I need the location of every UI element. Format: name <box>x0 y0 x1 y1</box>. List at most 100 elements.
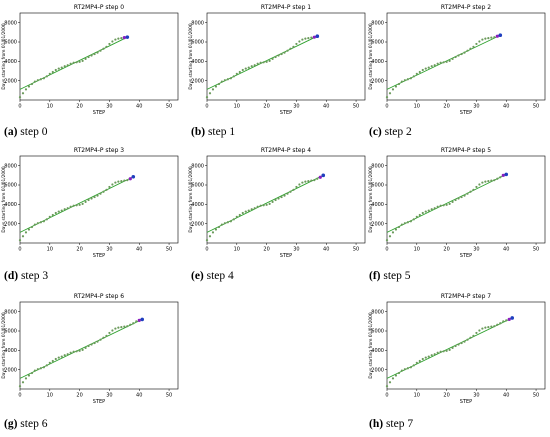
data-point <box>27 228 31 231</box>
data-point <box>45 364 48 367</box>
x-axis-label: STEP <box>280 110 292 116</box>
data-point <box>493 325 496 328</box>
data-point <box>39 78 42 81</box>
y-axis-label: Days starting from 01/01/2000 <box>368 166 374 233</box>
data-point <box>117 37 120 40</box>
data-point <box>427 66 430 69</box>
chart-title: RT2MP4-P step 1 <box>261 4 311 11</box>
data-point <box>286 49 289 52</box>
x-tick-label: 30 <box>106 247 112 253</box>
data-point <box>400 80 404 83</box>
data-point <box>412 218 415 221</box>
data-point <box>205 96 209 99</box>
data-point <box>457 197 460 200</box>
x-tick-label: 0 <box>18 393 21 399</box>
data-point <box>298 40 301 43</box>
data-point <box>433 64 436 67</box>
data-point <box>478 183 481 186</box>
data-point <box>484 37 487 40</box>
data-point <box>481 38 484 41</box>
data-point <box>418 213 421 217</box>
data-point <box>406 367 409 370</box>
x-axis-label: STEP <box>93 399 105 405</box>
data-point <box>466 192 469 195</box>
data-point <box>463 51 466 54</box>
data-point <box>499 176 502 179</box>
data-point <box>487 326 490 329</box>
data-point-latest <box>321 173 326 178</box>
data-point <box>51 359 54 363</box>
data-point <box>223 79 226 82</box>
data-point <box>460 195 463 199</box>
y-tick-label: 8000 <box>371 309 384 315</box>
y-tick-label: 4000 <box>4 348 17 354</box>
caption-text: step 4 <box>206 270 234 282</box>
x-tick-label: 50 <box>353 104 359 110</box>
data-point <box>454 198 457 202</box>
x-tick-label: 40 <box>503 393 509 399</box>
data-point <box>253 207 256 210</box>
data-point <box>463 340 466 343</box>
data-point <box>466 338 469 341</box>
data-point <box>436 205 439 208</box>
caption-letter: (g) <box>4 418 18 430</box>
y-tick-label: 2000 <box>371 78 384 84</box>
data-point <box>439 61 442 64</box>
data-point <box>451 200 454 204</box>
data-point-previous <box>495 34 499 38</box>
data-point <box>433 353 436 356</box>
y-tick-label: 2000 <box>191 221 204 227</box>
data-point <box>111 183 114 186</box>
data-point <box>430 354 433 357</box>
x-tick-label: 20 <box>443 104 449 110</box>
data-point <box>87 198 90 202</box>
data-point <box>388 92 392 95</box>
data-point <box>412 364 415 367</box>
data-point <box>499 322 502 325</box>
data-point <box>30 82 34 86</box>
data-point <box>391 231 395 234</box>
x-tick-label: 10 <box>47 104 53 110</box>
data-point <box>223 222 226 225</box>
data-point <box>54 357 57 361</box>
data-point-previous <box>318 175 322 179</box>
y-axis-label: Days starting from 01/01/2000 <box>1 166 7 233</box>
plot-frame <box>386 155 546 244</box>
data-point <box>424 67 427 70</box>
plot-frame <box>206 12 366 101</box>
caption-b: (b) step 1 <box>191 126 235 138</box>
data-point <box>484 180 487 183</box>
data-point-previous <box>312 35 316 39</box>
x-tick-label: 20 <box>443 393 449 399</box>
data-point <box>126 179 129 182</box>
caption-letter: (d) <box>4 270 19 282</box>
plot-frame <box>19 155 179 244</box>
data-point <box>280 195 283 199</box>
data-point <box>27 374 31 377</box>
data-point <box>18 96 22 99</box>
data-point <box>394 228 398 231</box>
y-tick-label: 4000 <box>4 59 17 65</box>
data-point <box>57 67 60 70</box>
data-point <box>36 368 39 371</box>
data-point <box>418 359 421 363</box>
data-point <box>454 344 457 348</box>
data-point <box>51 70 54 74</box>
data-point <box>66 64 69 67</box>
data-point <box>433 207 436 210</box>
data-point-previous <box>137 318 141 322</box>
y-tick-label: 4000 <box>371 202 384 208</box>
caption-text: step 6 <box>20 418 48 430</box>
data-point <box>493 179 496 182</box>
y-tick-label: 4000 <box>191 202 204 208</box>
data-point <box>460 52 463 56</box>
x-tick-label: 40 <box>323 247 329 253</box>
data-point <box>391 377 395 380</box>
data-point <box>487 180 490 183</box>
chart-step-0: RT2MP4-P step 0 0 10 20 30 40 50 2000 4000 6000 80… <box>1 4 179 116</box>
data-point <box>301 38 304 41</box>
x-tick-label: 30 <box>473 393 479 399</box>
data-point <box>457 343 460 346</box>
data-point <box>54 211 57 215</box>
data-point <box>460 341 463 345</box>
